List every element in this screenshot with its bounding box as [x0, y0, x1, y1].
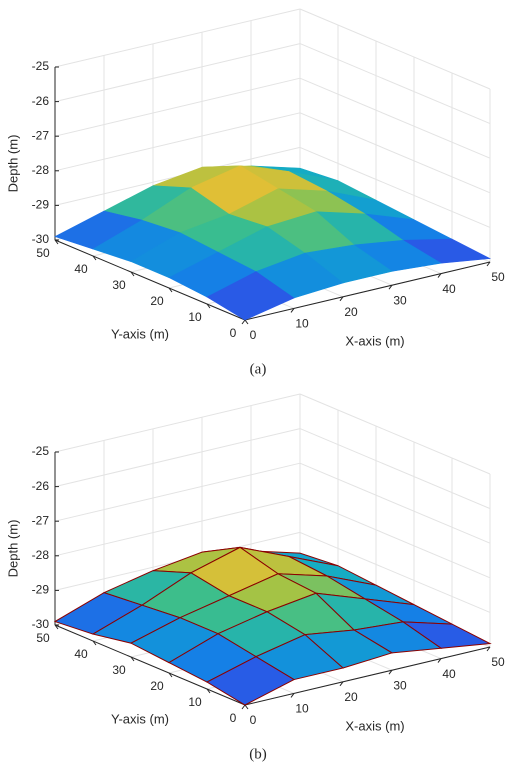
tick-mark — [486, 646, 491, 652]
grid-line — [54, 112, 301, 172]
x-axis — [244, 261, 491, 321]
z-tick-label: -29 — [32, 583, 50, 597]
tick-mark — [206, 688, 211, 694]
y-axis-label: Y-axis (m) — [111, 326, 169, 341]
x-tick-label: 40 — [442, 282, 456, 296]
tick-mark — [92, 640, 97, 646]
tick-mark — [290, 308, 295, 313]
y-tick-label: 40 — [74, 262, 88, 276]
grid-line — [299, 112, 491, 194]
grid-line — [54, 393, 301, 453]
y-tick-label: 0 — [230, 326, 237, 340]
z-tick-label: -30 — [32, 232, 50, 246]
y-tick-label: 30 — [112, 278, 126, 292]
y-tick-label: 40 — [74, 647, 88, 661]
x-tick-label: 30 — [393, 293, 407, 307]
grid-line — [299, 531, 491, 613]
x-tick-label: 50 — [491, 270, 505, 284]
x-tick-label: 10 — [295, 317, 309, 331]
grid-line — [54, 43, 301, 103]
grid-line — [299, 393, 491, 475]
tick-mark — [437, 273, 442, 278]
z-tick-label: -26 — [32, 94, 50, 108]
tick-mark — [130, 656, 135, 662]
y-tick-label: 50 — [36, 246, 50, 260]
x-axis — [244, 646, 491, 706]
y-tick-label: 20 — [150, 294, 164, 308]
z-tick-label: -28 — [32, 163, 50, 177]
z-axis-label: Depth (m) — [5, 520, 20, 578]
grid-line — [54, 428, 301, 488]
z-tick-label: -25 — [32, 59, 50, 73]
grid-line — [54, 497, 301, 557]
x-tick-label: 10 — [295, 702, 309, 716]
y-tick-label: 10 — [188, 310, 202, 324]
x-tick-label: 20 — [344, 305, 358, 319]
tick-mark — [241, 704, 246, 710]
z-tick-label: -28 — [32, 548, 50, 562]
grid-line — [299, 77, 491, 159]
grid-line — [54, 8, 301, 68]
z-tick-label: -30 — [32, 617, 50, 631]
x-tick-label: 0 — [250, 713, 257, 727]
tick-mark — [486, 261, 491, 267]
y-tick-label: 50 — [36, 631, 50, 645]
x-tick-label: 40 — [442, 667, 456, 681]
x-tick-label: 20 — [344, 690, 358, 704]
surface-patch — [206, 271, 295, 321]
y-tick-label: 0 — [230, 711, 237, 725]
tick-mark — [54, 239, 59, 245]
z-tick-label: -25 — [32, 444, 50, 458]
tick-mark — [244, 704, 249, 710]
tick-mark — [437, 658, 442, 663]
tick-mark — [388, 284, 393, 290]
x-tick-label: 50 — [491, 655, 505, 669]
grid-line — [299, 8, 491, 90]
grid-line — [299, 497, 491, 579]
y-axis-label: Y-axis (m) — [111, 711, 169, 726]
grid-line — [54, 77, 301, 137]
grid-line — [54, 462, 301, 522]
grid-line — [299, 428, 491, 510]
tick-mark — [290, 693, 295, 698]
y-tick-label: 10 — [188, 695, 202, 709]
surface-patch — [205, 656, 296, 706]
tick-mark — [168, 287, 173, 293]
y-axis — [54, 239, 246, 321]
tick-mark — [244, 319, 249, 325]
y-axis — [54, 624, 246, 706]
grid-line — [299, 43, 491, 125]
caption: (b) — [249, 746, 267, 762]
tick-mark — [206, 303, 211, 309]
grid-line — [299, 146, 491, 228]
y-tick-label: 20 — [150, 679, 164, 693]
tick-mark — [92, 255, 97, 261]
tick-mark — [130, 271, 135, 277]
tick-mark — [388, 669, 393, 675]
tick-mark — [54, 624, 59, 630]
tick-mark — [339, 296, 344, 302]
z-tick-label: -29 — [32, 198, 50, 212]
y-tick-label: 30 — [112, 663, 126, 677]
tick-mark — [168, 672, 173, 678]
z-tick-label: -27 — [32, 513, 50, 527]
tick-mark — [241, 319, 246, 325]
grid-line — [299, 462, 491, 544]
z-tick-label: -27 — [32, 128, 50, 142]
z-tick-label: -26 — [32, 479, 50, 493]
x-tick-label: 0 — [250, 328, 257, 342]
x-axis-label: X-axis (m) — [345, 333, 404, 348]
tick-mark — [339, 681, 344, 687]
x-tick-label: 30 — [393, 678, 407, 692]
x-axis-label: X-axis (m) — [345, 718, 404, 733]
caption: (a) — [250, 361, 267, 377]
z-axis-label: Depth (m) — [5, 135, 20, 193]
